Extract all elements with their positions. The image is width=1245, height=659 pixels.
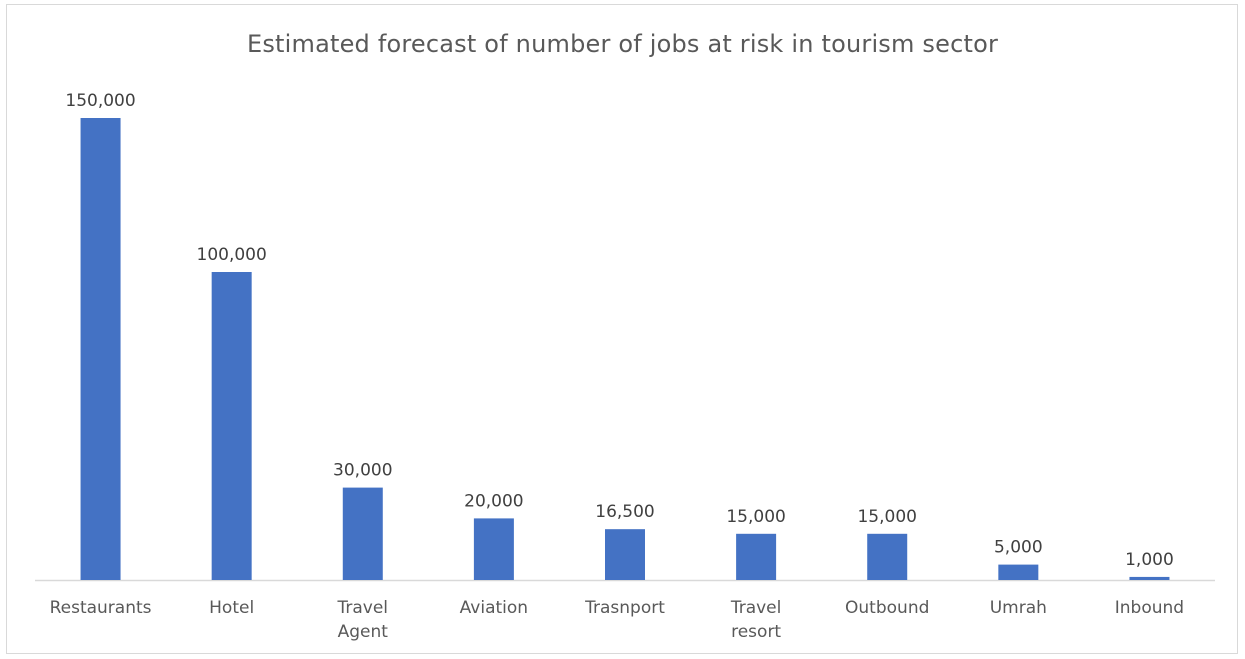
bar bbox=[998, 564, 1039, 580]
category-tick-label: Aviation bbox=[460, 598, 528, 618]
category-tick-label: Inbound bbox=[1115, 598, 1184, 618]
data-label: 5,000 bbox=[994, 538, 1043, 558]
bar bbox=[867, 533, 908, 580]
category-tick-label: Trasnport bbox=[584, 598, 665, 618]
category-tick-label: Travel bbox=[337, 598, 389, 618]
data-label: 15,000 bbox=[726, 507, 785, 527]
bar bbox=[605, 529, 645, 580]
category-tick-label: Umrah bbox=[990, 598, 1047, 618]
category-tick-label: Hotel bbox=[209, 598, 254, 618]
category-tick-label: resort bbox=[731, 622, 781, 642]
data-label: 15,000 bbox=[857, 507, 916, 527]
category-tick-label: Restaurants bbox=[50, 598, 152, 618]
bar bbox=[80, 118, 121, 580]
data-label: 1,000 bbox=[1125, 550, 1174, 570]
data-label: 150,000 bbox=[65, 91, 135, 111]
category-tick-label: Outbound bbox=[845, 598, 929, 618]
bar bbox=[211, 272, 252, 580]
data-label: 16,500 bbox=[595, 502, 654, 522]
bar bbox=[1129, 576, 1170, 580]
bar bbox=[342, 487, 383, 580]
category-tick-label: Agent bbox=[338, 622, 389, 642]
data-label: 30,000 bbox=[333, 461, 392, 481]
bar bbox=[473, 518, 514, 580]
chart-title: Estimated forecast of number of jobs at … bbox=[246, 30, 999, 58]
data-label: 100,000 bbox=[197, 245, 267, 265]
data-label: 20,000 bbox=[464, 491, 523, 511]
category-tick-label: Travel bbox=[730, 598, 782, 618]
bar bbox=[736, 533, 777, 580]
